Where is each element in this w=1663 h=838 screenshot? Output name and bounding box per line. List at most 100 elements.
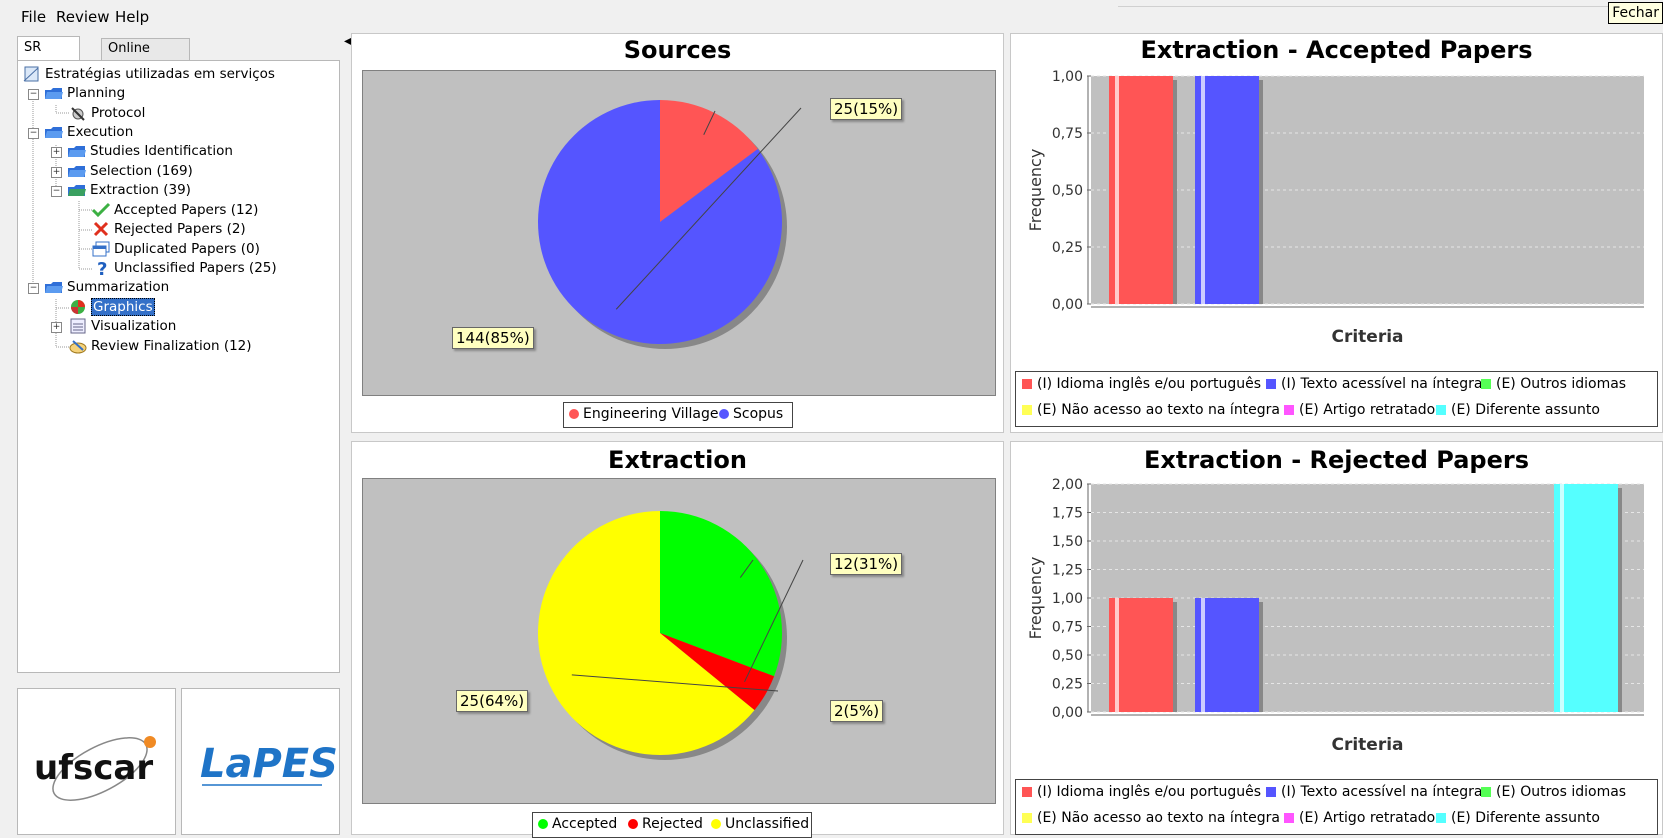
expand-visualization-icon[interactable]: + — [51, 322, 62, 333]
close-button[interactable]: Fechar — [1608, 2, 1663, 24]
bar-highlight — [1560, 484, 1564, 712]
bar-highlight — [1201, 76, 1205, 304]
y-tick-label: 1,00 — [1052, 70, 1083, 85]
legend-label: (I) Texto acessível na íntegra — [1281, 376, 1483, 392]
legend-item-criteria-2: (E) Outros idiomas — [1481, 784, 1626, 800]
question-mark-icon: ? — [91, 259, 111, 280]
pie-chart-icon — [68, 299, 88, 315]
sources-plot-area: 25(15%) 144(85%) — [362, 70, 996, 396]
menu-file[interactable]: File — [21, 8, 47, 26]
tab-sr-process[interactable]: SR Process — [17, 36, 81, 77]
rejected-bar-chart: 0,00 0,25 0,50 0,75 1,00 1,25 1,50 1,75 2,00 Crit… — [1026, 478, 1644, 755]
tree-item-execution[interactable]: Execution — [44, 122, 133, 142]
pie-slice-rejected — [660, 633, 775, 711]
tree-item-planning[interactable]: Planning — [44, 83, 125, 103]
label-leader-line — [739, 559, 754, 578]
collapse-extraction-icon[interactable]: − — [51, 186, 62, 197]
tree-item-protocol[interactable]: Protocol — [68, 103, 145, 123]
legend-item-criteria-4: (E) Artigo retratado — [1284, 810, 1435, 826]
extraction-chart-panel: Extraction 12(31%) 2(5%) 25(64%) Accepte… — [351, 441, 1004, 838]
legend-item-criteria-0: (I) Idioma inglês e/ou português — [1022, 784, 1261, 800]
bar-highlight — [1115, 598, 1119, 712]
collapse-summarization-icon[interactable]: − — [28, 283, 39, 294]
tree-item-review-finalization[interactable]: Review Finalization (12) — [68, 336, 252, 356]
chart-title: Extraction — [608, 446, 747, 474]
divider — [1118, 6, 1608, 7]
pie-slice-accepted — [660, 511, 782, 677]
pie-slice-scopus — [538, 100, 782, 344]
legend-item-engineering-village: Engineering Village — [569, 406, 718, 422]
y-tick-label: 0,75 — [1052, 126, 1083, 142]
expand-selection-icon[interactable]: + — [51, 167, 62, 178]
collapse-arrow-icon[interactable]: ◀ — [344, 36, 352, 47]
legend-item-criteria-1: (I) Texto acessível na íntegra — [1266, 784, 1482, 800]
tree-item-unclassified-papers[interactable]: ? Unclassified Papers (25) — [91, 258, 277, 280]
tree-item-duplicated-papers[interactable]: Duplicated Papers (0) — [91, 239, 260, 259]
rejected-bar-chart-panel: Extraction - Rejected Papers 0,00 0,25 0,5… — [1010, 441, 1663, 835]
sources-chart-panel: Sources 25(15%) 144(85%) Engineering Vil… — [351, 33, 1004, 433]
legend-swatch — [1022, 379, 1032, 389]
legend-swatch — [711, 819, 721, 829]
menu-review[interactable]: Review — [56, 8, 110, 26]
legend-swatch — [1022, 405, 1032, 415]
label-leader-line — [615, 107, 802, 310]
legend-item-accepted: Accepted — [538, 816, 617, 832]
tree-item-selection[interactable]: Selection (169) — [67, 161, 193, 181]
folder-icon — [67, 182, 87, 198]
window-icon — [68, 318, 88, 334]
folder-icon — [67, 143, 87, 159]
tree-item-rejected-papers[interactable]: Rejected Papers (2) — [91, 219, 246, 239]
legend-label: (I) Idioma inglês e/ou português — [1037, 376, 1261, 392]
legend-item-criteria-2: (E) Outros idiomas — [1481, 376, 1626, 392]
collapse-execution-icon[interactable]: − — [28, 128, 39, 139]
legend-label: (E) Diferente assunto — [1451, 402, 1600, 418]
x-axis-label: Criteria — [1331, 735, 1403, 755]
legend-label: (E) Não acesso ao texto na íntegra — [1037, 810, 1281, 826]
y-axis-label: Frequency — [1026, 557, 1045, 640]
legend-label: (E) Diferente assunto — [1451, 810, 1600, 826]
expand-studies-icon[interactable]: + — [51, 147, 62, 158]
process-tree: Estratégias utilizadas em serviços − Pla… — [17, 60, 340, 673]
rejected-criteria-legend: (I) Idioma inglês e/ou português (I) Text… — [1015, 779, 1658, 835]
accepted-bar-chart: 0,00 0,25 0,50 0,75 1,00 Criteria Frequency — [1026, 70, 1644, 347]
tree-item-summarization[interactable]: Summarization — [44, 277, 169, 297]
legend-swatch — [1481, 379, 1491, 389]
tree-item-root[interactable]: Estratégias utilizadas em serviços — [22, 64, 275, 84]
y-tick-label: 0,00 — [1052, 297, 1083, 313]
legend-label: (E) Outros idiomas — [1496, 784, 1627, 800]
menu-help[interactable]: Help — [115, 8, 150, 26]
chart-title: Extraction - Accepted Papers — [1140, 36, 1533, 64]
y-tick-label: 0,50 — [1052, 648, 1083, 664]
lapes-logo: LaPES — [181, 688, 340, 835]
menu-bar: File Review Help Fechar — [0, 0, 1663, 30]
y-tick-label: 1,75 — [1052, 506, 1083, 522]
protocol-icon — [68, 105, 88, 121]
chart-title: Extraction - Rejected Papers — [1143, 446, 1530, 474]
legend-label: (I) Texto acessível na íntegra — [1281, 784, 1483, 800]
tree-item-extraction[interactable]: Extraction (39) — [67, 180, 191, 200]
tree-item-accepted-papers[interactable]: Accepted Papers (12) — [91, 200, 258, 220]
bar-0 — [1109, 598, 1173, 712]
legend-swatch — [1436, 813, 1446, 823]
legend-item-unclassified: Unclassified — [711, 816, 809, 832]
bar-5 — [1554, 484, 1618, 712]
legend-label: (I) Idioma inglês e/ou português — [1037, 784, 1261, 800]
data-label-rejected: 2(5%) — [830, 700, 884, 722]
tree-item-graphics[interactable]: Graphics — [68, 297, 155, 317]
extraction-pie — [537, 511, 804, 760]
legend-swatch — [719, 409, 729, 419]
legend-item-criteria-1: (I) Texto acessível na íntegra — [1266, 376, 1482, 392]
tab-online-community[interactable]: Online Community — [101, 38, 191, 76]
finalization-icon — [68, 338, 88, 354]
legend-item-criteria-5: (E) Diferente assunto — [1436, 402, 1600, 418]
legend-item-criteria-0: (I) Idioma inglês e/ou português — [1022, 376, 1261, 392]
folder-icon — [67, 163, 87, 179]
duplicate-window-icon — [91, 241, 111, 257]
tree-item-studies-identification[interactable]: Studies Identification — [67, 141, 233, 161]
label-leader-line — [744, 559, 804, 683]
accepted-criteria-legend: (I) Idioma inglês e/ou português (I) Text… — [1015, 371, 1658, 427]
collapse-planning-icon[interactable]: − — [28, 89, 39, 100]
bar-1 — [1195, 76, 1259, 304]
legend-swatch — [1436, 405, 1446, 415]
tree-item-visualization[interactable]: Visualization — [68, 316, 176, 336]
